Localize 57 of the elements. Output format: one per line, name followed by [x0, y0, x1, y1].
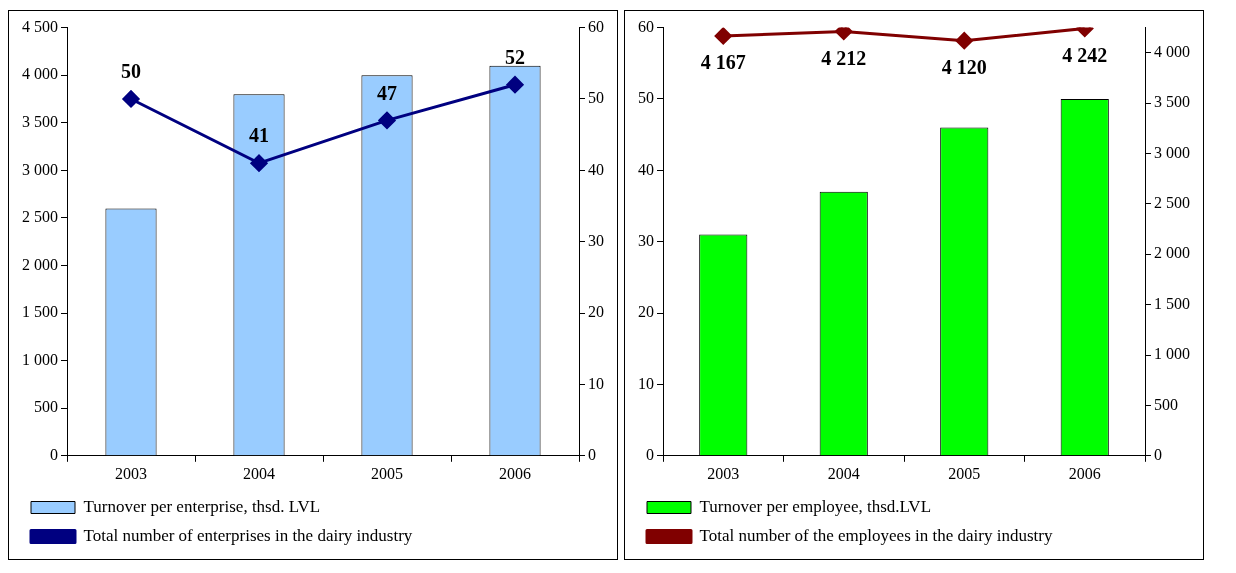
x-tick-label: 2003 — [115, 464, 147, 482]
y2-tick-label: 10 — [588, 374, 604, 392]
data-label: 4 212 — [821, 46, 867, 69]
y2-tick-label: 2 500 — [1154, 194, 1190, 212]
point — [122, 90, 140, 108]
legend-label: Total number of the employees in the dairy industry — [699, 525, 1053, 545]
y-tick-label: 500 — [34, 398, 58, 416]
y2-tick-label: 2 000 — [1154, 244, 1190, 262]
y-tick-label: 0 — [646, 446, 654, 463]
x-tick-label: 2006 — [1068, 464, 1101, 482]
x-tick-label: 2006 — [499, 464, 531, 482]
x-tick-label: 2004 — [827, 464, 860, 482]
y2-tick-label: 1 000 — [1154, 345, 1190, 363]
y-tick-label: 50 — [638, 89, 654, 107]
y-tick-label: 3 500 — [22, 112, 58, 130]
y2-tick-label: 0 — [588, 446, 596, 463]
y-tick-label: 1 500 — [22, 303, 58, 321]
y2-tick-label: 1 500 — [1154, 294, 1190, 312]
y2-tick-label: 20 — [588, 303, 604, 321]
y2-tick-label: 50 — [588, 89, 604, 107]
point — [506, 76, 524, 94]
point — [378, 111, 396, 129]
y-tick-label: 4 000 — [22, 65, 58, 83]
data-label: 4 167 — [700, 51, 746, 74]
y-tick-label: 0 — [50, 446, 58, 463]
y-tick-label: 20 — [638, 303, 654, 321]
data-label: 52 — [505, 45, 525, 68]
x-tick-label: 2005 — [948, 464, 981, 482]
legend-label: Total number of enterprises in the dairy industry — [83, 525, 413, 545]
y-tick-label: 10 — [638, 374, 654, 392]
y-tick-label: 40 — [638, 160, 654, 178]
y-tick-label: 4 500 — [22, 17, 58, 35]
y-tick-label: 1 000 — [22, 350, 58, 368]
x-tick-label: 2003 — [707, 464, 740, 482]
y2-tick-label: 4 000 — [1154, 42, 1190, 60]
y-tick-label: 3 000 — [22, 160, 58, 178]
y-tick-label: 2 500 — [22, 208, 58, 226]
legend-label: Turnover per enterprise, thsd. LVL — [83, 496, 321, 516]
y-tick-label: 30 — [638, 231, 654, 249]
y-tick-label: 60 — [638, 17, 654, 35]
y2-tick-label: 0 — [1154, 446, 1162, 463]
y2-tick-label: 60 — [588, 17, 604, 35]
y-tick-label: 2 000 — [22, 255, 58, 273]
data-label: 47 — [377, 81, 397, 104]
point — [250, 154, 268, 172]
x-tick-label: 2004 — [243, 464, 275, 482]
y2-tick-label: 3 500 — [1154, 93, 1190, 111]
x-tick-label: 2005 — [371, 464, 403, 482]
data-label: 4 120 — [941, 55, 987, 78]
data-label: 41 — [249, 124, 269, 147]
data-label: 4 242 — [1062, 43, 1108, 66]
data-label: 50 — [121, 60, 141, 83]
y2-tick-label: 3 000 — [1154, 143, 1190, 161]
legend-label: Turnover per employee, thsd.LVL — [699, 496, 932, 516]
y2-tick-label: 40 — [588, 160, 604, 178]
y2-tick-label: 30 — [588, 231, 604, 249]
y2-tick-label: 500 — [1154, 395, 1178, 413]
